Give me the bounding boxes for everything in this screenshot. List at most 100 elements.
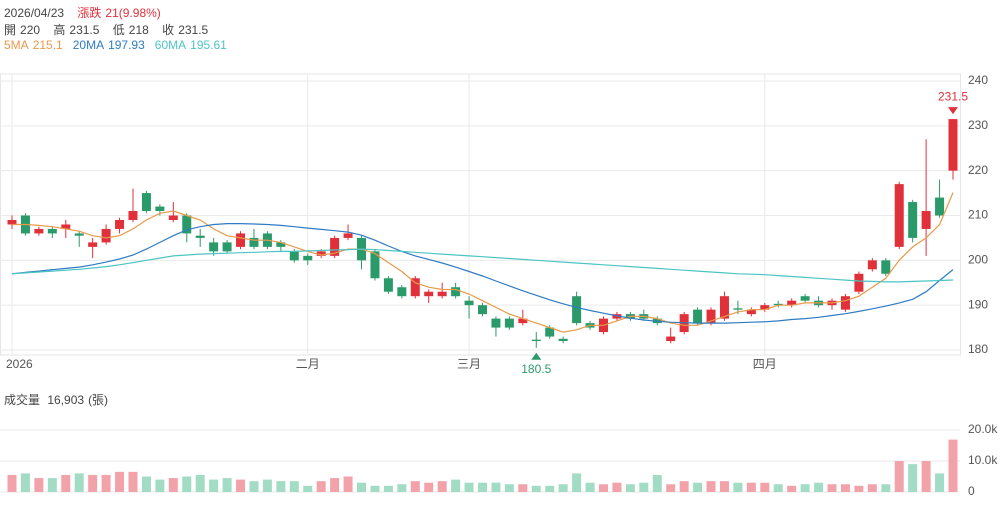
volume-bar — [679, 481, 689, 492]
volume-bar — [182, 476, 192, 492]
volume-bar — [74, 473, 84, 492]
x-tick-label: 二月 — [296, 357, 320, 371]
volume-bar — [518, 484, 528, 492]
volume-bar — [840, 484, 850, 492]
candle-body — [61, 224, 71, 229]
volume-bar — [357, 482, 367, 492]
candle-body — [464, 300, 474, 306]
volume-bar — [464, 482, 474, 492]
volume-bar — [424, 482, 434, 492]
volume-bar — [531, 485, 541, 492]
candle-body — [236, 233, 246, 247]
ma-legend: 5MA 215.1 20MA 197.93 60MA 195.61 — [4, 38, 237, 52]
legend-name: 60MA — [154, 38, 187, 52]
candle-body — [666, 336, 676, 342]
volume-bar — [921, 461, 931, 492]
y-tick-label: 180 — [968, 342, 988, 356]
volume-bar — [128, 471, 138, 492]
volume-bar — [854, 485, 864, 492]
volume-bar — [719, 481, 729, 492]
candle-body — [383, 278, 393, 292]
volume-bar — [652, 474, 662, 492]
candle-body — [424, 291, 434, 297]
volume-title: 成交量 — [4, 393, 41, 407]
volume-bar — [827, 484, 837, 492]
candle-body — [867, 260, 877, 270]
volume-latest: 16,903 — [47, 393, 85, 407]
open: 220 — [20, 23, 41, 37]
low: 218 — [128, 23, 149, 37]
candle-body — [410, 278, 420, 297]
volume-bar — [61, 474, 71, 492]
volume-bar — [746, 482, 756, 492]
candle-body — [545, 327, 555, 337]
volume-bar — [598, 484, 608, 492]
candle-body — [128, 211, 138, 220]
volume-bar — [236, 479, 246, 492]
y-tick-label: 240 — [968, 73, 988, 87]
volume-bar — [867, 484, 877, 492]
volume-bar — [558, 484, 568, 492]
volume-bar — [101, 474, 111, 492]
volume-bar — [155, 479, 165, 492]
legend-name: 5MA — [4, 38, 29, 52]
volume-bar — [733, 482, 743, 492]
candle-body — [182, 215, 192, 234]
volume-header: 成交量 16,903 (張) — [4, 391, 112, 408]
volume-bar — [437, 481, 447, 492]
volume-bar — [370, 485, 380, 492]
volume-bar — [881, 484, 891, 492]
candle-body — [760, 305, 770, 310]
legend-value: 197.93 — [108, 38, 145, 52]
candle-body — [303, 255, 313, 261]
volume-bar — [948, 439, 958, 492]
volume-bar — [625, 484, 635, 492]
candle-body — [34, 228, 44, 234]
candle-body — [558, 338, 568, 342]
candle-body — [894, 184, 904, 247]
candle-body — [948, 119, 958, 171]
volume-bar — [478, 482, 487, 492]
candle-body — [504, 318, 514, 328]
candle-body — [518, 318, 528, 324]
header-ohlc-row: 開 220 高 231.5 低 218 收 231.5 — [4, 21, 212, 38]
volume-bar — [249, 481, 259, 492]
candle-body — [800, 296, 810, 301]
volume-bar — [141, 476, 151, 492]
candle-body — [491, 318, 501, 328]
candle-body — [787, 300, 797, 306]
high: 231.5 — [69, 23, 100, 37]
y-tick-label: 230 — [968, 118, 988, 132]
candle-body — [854, 273, 864, 292]
candle-body — [437, 291, 447, 297]
candle-body — [115, 219, 125, 229]
volume-bar — [195, 474, 205, 492]
candle-body — [693, 309, 703, 324]
x-tick-label: 三月 — [457, 357, 481, 371]
volume-bar — [491, 482, 501, 492]
ma-line — [11, 223, 954, 324]
close-label: 收 — [162, 23, 175, 37]
candle-body — [289, 251, 299, 261]
volume-bar — [222, 478, 232, 492]
low-label: 180.5 — [521, 362, 551, 376]
ma-line — [11, 248, 954, 283]
candle-body — [719, 296, 729, 319]
volume-bar — [289, 481, 299, 492]
candle-body — [88, 242, 98, 247]
volume-bar — [585, 482, 595, 492]
y-tick-label: 210 — [968, 208, 988, 222]
candle-body — [343, 233, 353, 238]
date: 2026/04/23 — [4, 6, 65, 20]
candle-body — [370, 251, 380, 279]
volume-bar — [935, 473, 945, 492]
candle-body — [773, 303, 783, 306]
candle-body — [330, 237, 340, 256]
candle-body — [908, 202, 918, 238]
y-tick-label: 190 — [968, 297, 988, 311]
volume-bar — [800, 484, 810, 492]
legend-value: 195.61 — [190, 38, 227, 52]
volume-bar — [410, 481, 420, 492]
open-label: 開 — [4, 23, 17, 37]
